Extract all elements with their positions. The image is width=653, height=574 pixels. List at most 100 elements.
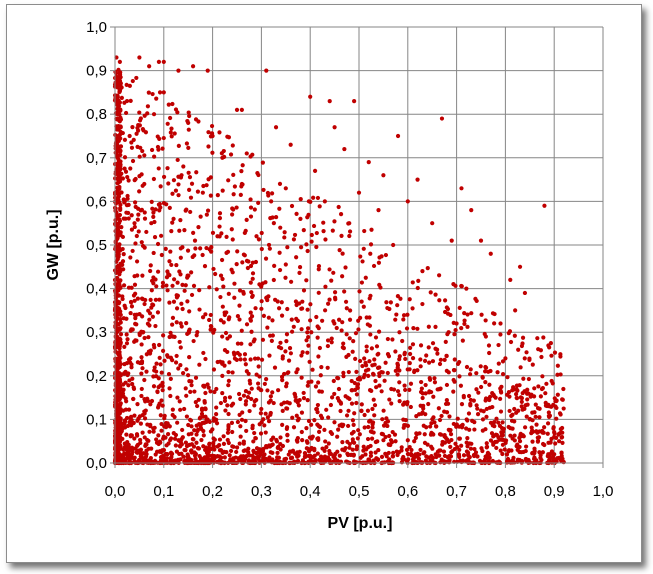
data-point: [214, 386, 219, 392]
data-point: [175, 395, 180, 400]
data-point: [402, 350, 407, 355]
data-point: [383, 434, 388, 440]
data-point: [118, 401, 123, 406]
data-point: [119, 190, 124, 195]
data-point: [136, 212, 141, 217]
data-point: [355, 382, 361, 387]
data-point: [352, 411, 357, 416]
data-point: [132, 221, 137, 226]
data-point: [179, 324, 184, 329]
data-point: [113, 171, 118, 177]
data-point: [522, 356, 527, 361]
data-point: [133, 176, 138, 182]
data-point: [340, 447, 345, 452]
data-point: [250, 294, 255, 300]
data-point: [137, 189, 142, 194]
data-point: [447, 460, 452, 465]
data-point: [208, 193, 213, 198]
data-point: [180, 427, 185, 433]
data-point: [381, 438, 386, 443]
data-point: [326, 301, 331, 306]
data-point: [248, 263, 254, 269]
data-point: [496, 420, 501, 425]
data-point: [134, 450, 139, 455]
data-point: [122, 441, 127, 446]
data-point: [116, 147, 121, 153]
data-point: [484, 444, 490, 449]
data-point: [190, 254, 195, 260]
data-point: [227, 395, 233, 400]
data-point: [436, 406, 441, 411]
data-point: [238, 357, 243, 362]
data-point: [400, 338, 405, 344]
data-point: [451, 389, 456, 394]
data-point: [284, 339, 289, 344]
data-point: [128, 310, 133, 316]
data-point: [515, 457, 520, 462]
data-point: [227, 334, 233, 339]
data-point: [214, 421, 220, 426]
data-point: [117, 242, 122, 247]
data-point: [448, 432, 454, 437]
data-point: [117, 166, 122, 171]
data-point: [118, 261, 123, 266]
data-point: [234, 449, 239, 455]
data-point: [391, 450, 396, 455]
data-point: [206, 177, 211, 182]
data-point: [211, 330, 216, 335]
data-point: [437, 361, 443, 367]
data-point: [145, 111, 150, 116]
data-point: [217, 437, 223, 442]
data-point: [174, 306, 180, 311]
data-point: [341, 370, 346, 375]
data-point: [230, 429, 235, 435]
data-point: [243, 228, 248, 233]
data-point: [263, 430, 268, 435]
data-point: [165, 121, 170, 126]
data-point: [122, 344, 127, 349]
data-point: [258, 387, 263, 393]
data-point: [475, 412, 481, 417]
data-point: [136, 229, 141, 234]
data-point: [438, 460, 443, 465]
data-point: [358, 315, 363, 320]
data-point: [530, 439, 535, 444]
data-point: [341, 341, 346, 346]
data-point: [139, 329, 144, 334]
data-point: [167, 424, 172, 429]
data-point: [483, 380, 488, 385]
data-point: [555, 392, 560, 397]
data-point: [125, 450, 130, 455]
data-point: [118, 206, 123, 211]
data-point: [221, 320, 226, 325]
data-point: [248, 381, 253, 386]
data-point: [362, 356, 367, 361]
data-point: [437, 453, 442, 458]
data-point: [480, 428, 485, 433]
data-point: [522, 290, 528, 296]
data-point: [205, 208, 211, 213]
data-point: [235, 314, 241, 319]
data-point: [390, 337, 395, 342]
data-point: [483, 318, 488, 323]
data-point: [241, 448, 246, 454]
data-point: [535, 336, 540, 341]
data-point: [332, 420, 337, 425]
data-point: [228, 152, 234, 157]
data-point: [385, 419, 391, 424]
data-point: [295, 458, 301, 463]
data-point: [559, 435, 565, 440]
data-point: [176, 143, 181, 148]
data-point: [287, 401, 292, 406]
data-point: [258, 411, 263, 416]
data-point: [142, 435, 147, 440]
data-point: [218, 359, 223, 364]
data-point: [135, 360, 141, 365]
data-point: [195, 428, 200, 434]
data-point: [312, 453, 317, 458]
data-point: [149, 199, 154, 204]
data-point: [499, 437, 505, 442]
data-point: [164, 275, 170, 280]
data-point: [152, 345, 157, 350]
data-point: [117, 217, 122, 222]
